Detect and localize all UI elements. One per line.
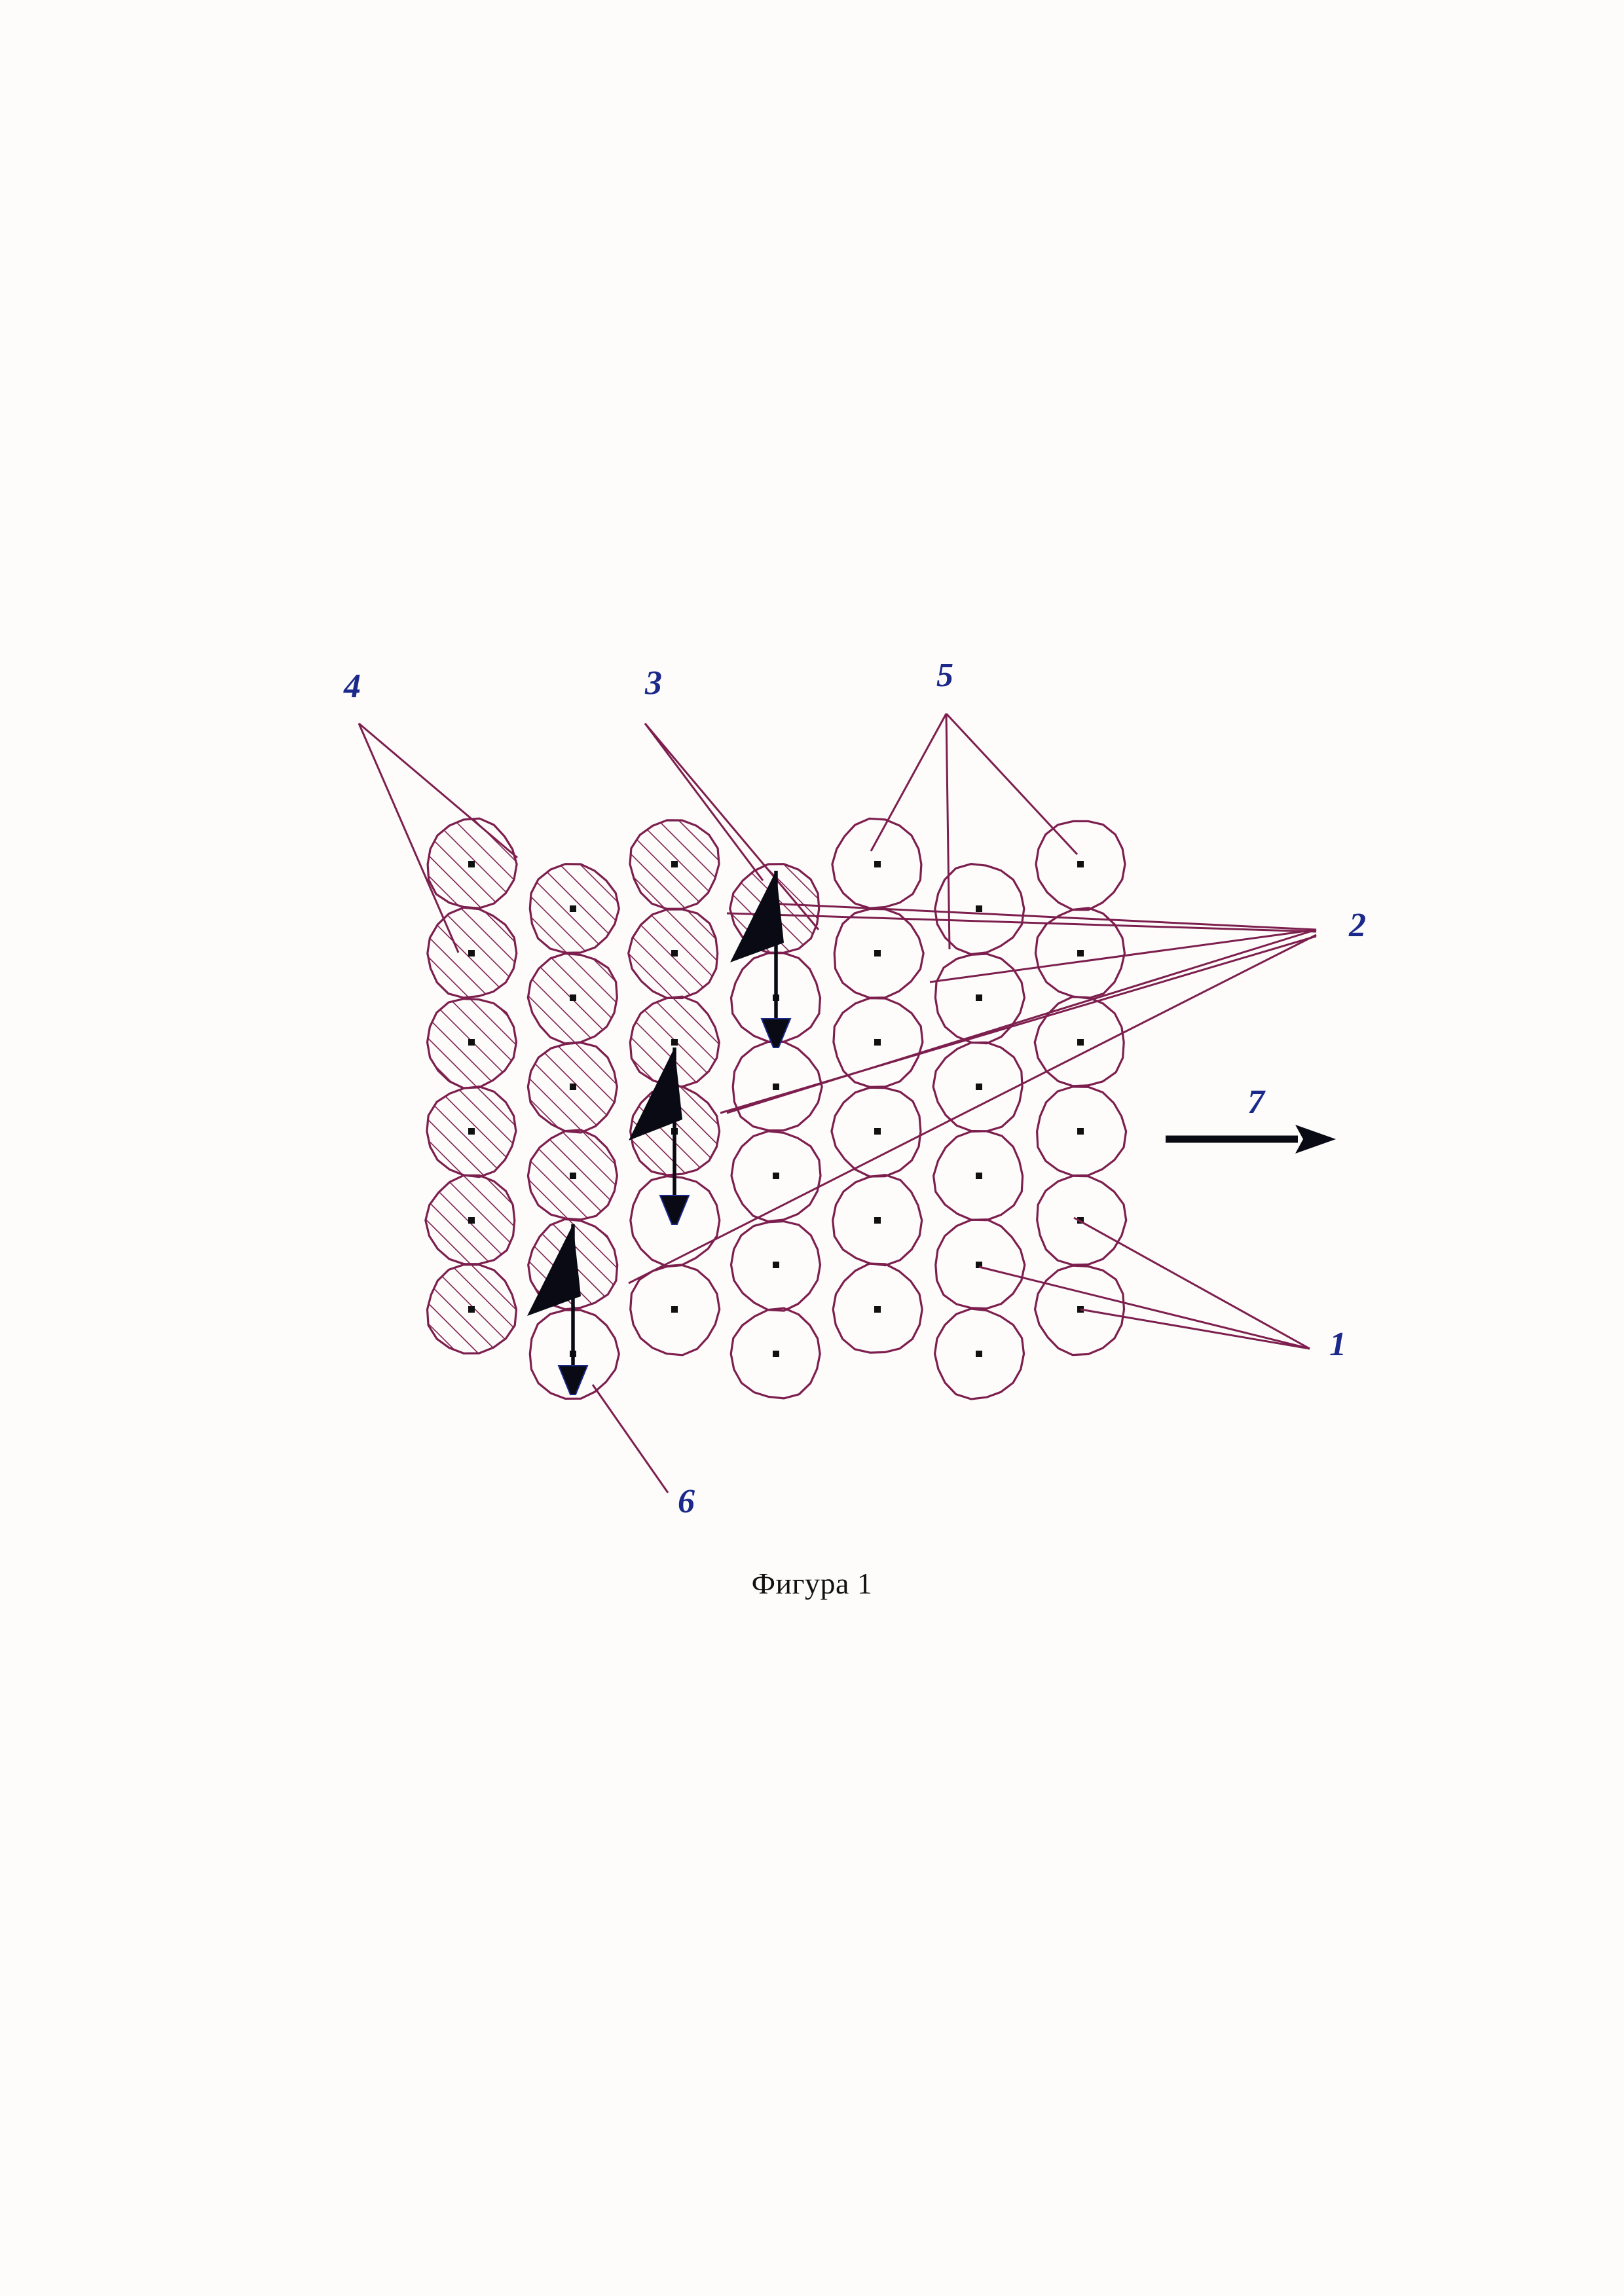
particle-deformed [528,954,617,1044]
reference-label-7: 7 [1247,1084,1266,1121]
figure-sheet: 1 2 3 4 5 6 7 Фигура 1 [0,0,1624,2296]
contact-line-group [629,913,1316,1283]
reference-label-2: 2 [1348,907,1366,944]
particle-center-dot [1077,1128,1084,1135]
particle-free [731,1222,821,1311]
particle-center-dot [976,1351,982,1357]
particle-center-dot [468,950,475,957]
particle-free [1037,1176,1126,1265]
particle-free [834,909,923,998]
reference-label-group: 1 2 3 4 5 6 7 [343,657,1366,1520]
particle-center-dot [1077,1039,1084,1046]
particle-free [832,818,921,908]
particle-free [1035,997,1124,1086]
particle-free [933,1042,1022,1131]
particle-center-dot [468,861,475,867]
particle-center-dot [874,1217,881,1224]
particle-center-dot [976,1173,982,1179]
particle-deformed [428,999,517,1088]
particle-center-dot [570,1084,576,1090]
particle-center-dot [570,994,576,1001]
particle-free [833,1264,922,1353]
reference-label-4: 4 [343,668,361,705]
particle-free [935,954,1024,1044]
particle-free [935,1309,1024,1399]
particle-center-dot [671,861,678,867]
particle-deformed [427,1087,516,1177]
reference-label-1: 1 [1329,1326,1346,1363]
particle-center-dot [1077,950,1084,957]
particle-free [731,1308,820,1398]
leader-line-5 [946,714,1077,854]
leader-line-6 [593,1385,668,1493]
particle-center-dot [874,1128,881,1135]
reference-label-6: 6 [678,1483,695,1520]
particle-center-dot [874,950,881,957]
particle-center-dot [570,905,576,912]
particle-center-dot [976,1084,982,1090]
arrow-head [559,1366,587,1394]
particle-deformed [528,1130,617,1220]
particle-center-dot [874,1306,881,1313]
direction-arrow-7 [1166,1125,1336,1154]
reference-label-5: 5 [936,657,953,694]
particle-center-dot [1077,861,1084,867]
particle-deformed [629,909,718,998]
particle-free [834,998,923,1087]
particle-center-dot [976,994,982,1001]
leader-line-5 [871,714,946,851]
particle-free [832,1087,921,1176]
particle-deformed [428,907,517,998]
particle-free [1035,1266,1124,1355]
figure-caption: Фигура 1 [0,1566,1624,1601]
particle-deformed [428,818,517,908]
particle-center-dot [874,1039,881,1046]
particle-deformed [426,1175,515,1264]
particle-deformed [428,1265,517,1354]
particle-center-dot [874,861,881,867]
patent-figure-1: 1 2 3 4 5 6 7 [0,0,1624,2296]
particle-center-dot [773,1173,779,1179]
particle-center-dot [976,905,982,912]
particle-center-dot [570,1173,576,1179]
particle-deformed [530,864,619,953]
leader-line-1 [979,1267,1310,1349]
particle-center-dot [671,950,678,957]
particle-center-dot [468,1128,475,1135]
particle-free [934,1131,1023,1220]
leader-line-5 [946,714,950,949]
particle-center-dot [773,1084,779,1090]
particle-free [1036,821,1125,909]
particle-center-dot [468,1306,475,1313]
reference-label-3: 3 [644,665,662,702]
direction-arrow-head [1295,1125,1336,1154]
particle-center-dot [773,1351,779,1357]
particle-deformed [630,820,719,909]
particle-center-dot [671,1306,678,1313]
particle-free [936,1220,1025,1309]
particle-free [631,1266,720,1355]
particle-free [1037,1087,1126,1176]
arrow-head [660,1195,689,1224]
particle-deformed [528,1043,617,1133]
particle-center-dot [773,1262,779,1268]
particle-center-dot [671,1039,678,1046]
particle-center-dot [468,1039,475,1046]
particle-free [833,1175,922,1266]
particle-center-dot [468,1217,475,1224]
particle-free [1035,908,1124,998]
